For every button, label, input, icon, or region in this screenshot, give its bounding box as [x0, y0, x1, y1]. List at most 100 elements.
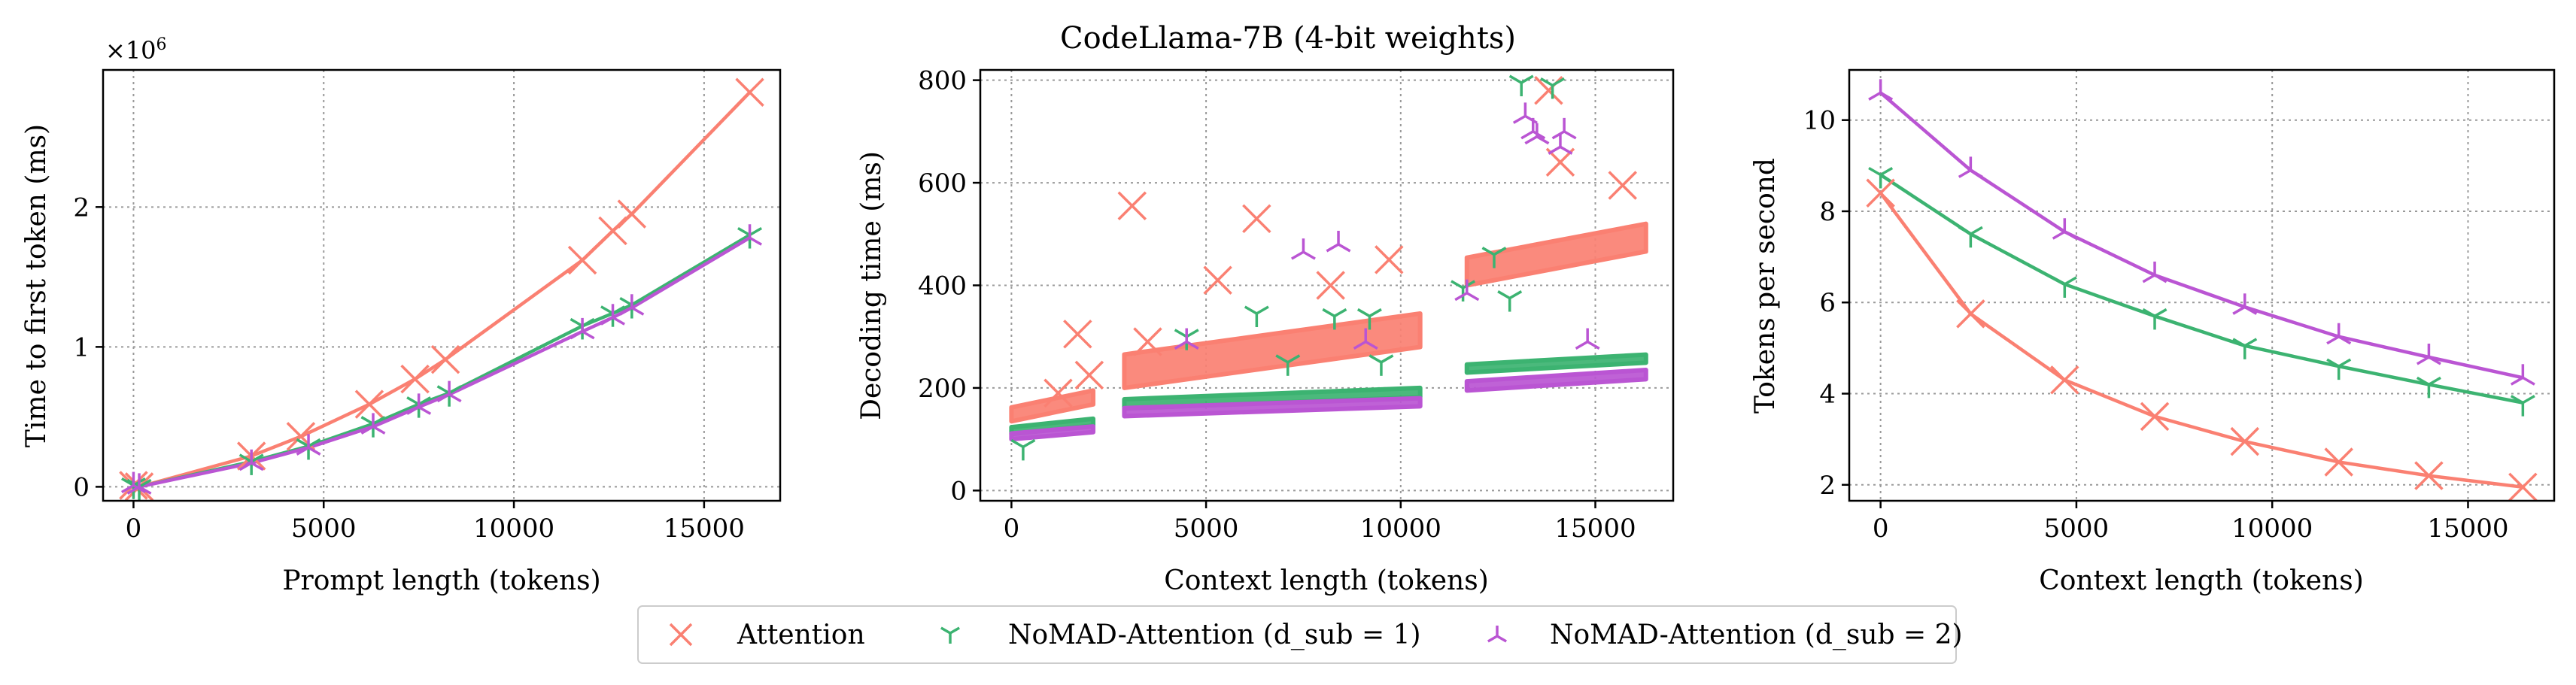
x-tick-label: 10000 [2231, 514, 2313, 544]
point-attention [2508, 472, 2538, 502]
point-attention [1063, 320, 1092, 349]
point-attention [354, 389, 384, 419]
legend-marker-nomad-dsub2 [1487, 626, 1507, 643]
point-nomad2 [1326, 230, 1351, 253]
y-tick-label: 800 [918, 66, 967, 96]
figure-title: CodeLlama-7B (4-bit weights) [1060, 21, 1516, 56]
y-tick-label: 1 [73, 332, 90, 362]
y-tick-label: 0 [73, 472, 90, 502]
point-nomad2 [1868, 79, 1894, 101]
band-attention [1122, 311, 1423, 390]
legend-marker-nomad-dsub1 [940, 626, 960, 644]
panel-decoding-time: 0 5000 10000 15000 0 200 400 600 800 Context len… [856, 66, 1675, 596]
grid [1849, 70, 2554, 501]
band-nomad2 [1464, 368, 1648, 393]
legend-marker-shape [669, 623, 693, 647]
y-tick-label: 2 [1819, 471, 1836, 501]
point-nomad2 [406, 393, 432, 415]
legend-label-attention: Attention [737, 620, 865, 650]
point-nomad1 [1868, 166, 1894, 189]
series-markers [1010, 74, 1637, 461]
point-nomad2 [2416, 344, 2441, 365]
panel-tokens-per-second: 0 5000 10000 15000 2 4 6 8 10 Context length (to… [1750, 68, 2556, 596]
x-tick-label: 15000 [664, 514, 745, 544]
point-attention [400, 364, 430, 394]
point-nomad2 [2052, 218, 2077, 240]
point-attention [1956, 299, 1985, 329]
point-nomad2 [1512, 102, 1538, 124]
point-nomad1 [1275, 354, 1301, 376]
x-axis-label: Context length (tokens) [1164, 565, 1489, 596]
y-tick-label: 6 [1819, 288, 1836, 318]
band-attention [1464, 221, 1648, 288]
point-attention [430, 344, 460, 374]
grid [103, 70, 780, 501]
point-nomad1 [1322, 308, 1347, 330]
series-lines [132, 91, 752, 489]
x-tick-label: 10000 [1360, 514, 1441, 544]
point-attention [1133, 327, 1162, 356]
point-attention [1375, 245, 1404, 274]
point-attention [598, 216, 627, 246]
ticks: 0 5000 10000 15000 0 1 2 [73, 192, 745, 544]
panel-time-to-first-token: 0 5000 10000 15000 0 1 2 Prompt length (tokens… [21, 35, 782, 596]
y-tick-label: 2 [73, 192, 90, 223]
band-nomad2 [1009, 424, 1096, 442]
point-nomad2 [619, 294, 645, 316]
point-attention [2050, 365, 2079, 395]
y-tick-label: 600 [918, 168, 967, 199]
y-tick-label: 200 [918, 374, 967, 404]
series-line-attention [1879, 192, 2523, 490]
point-attention [617, 199, 647, 229]
legend-marker-shape [940, 626, 960, 644]
point-nomad1 [2052, 276, 2077, 298]
point-attention [2324, 447, 2353, 477]
point-attention [1608, 171, 1637, 200]
point-nomad2 [1524, 123, 1550, 145]
point-nomad1 [1451, 280, 1476, 302]
series-lines [1879, 91, 2523, 490]
point-attention [567, 245, 597, 275]
point-nomad2 [1551, 117, 1577, 140]
point-nomad2 [1174, 328, 1199, 350]
point-nomad2 [1548, 133, 1573, 155]
point-nomad1 [1540, 77, 1566, 99]
x-axis-label: Context length (tokens) [2039, 565, 2364, 596]
point-attention [1242, 204, 1271, 234]
x-tick-label: 5000 [291, 514, 357, 544]
point-nomad2 [360, 413, 386, 435]
point-nomad2 [737, 224, 763, 246]
point-nomad2 [2142, 261, 2167, 283]
point-nomad2 [1290, 238, 1316, 260]
band-nomad2 [1122, 396, 1423, 419]
plot-frame [1848, 68, 2556, 502]
point-attention [1316, 271, 1345, 300]
series-markers [1866, 79, 2538, 502]
legend-marker-attention [669, 623, 693, 647]
y-axis-label: Time to first token (ms) [21, 124, 52, 447]
legend-label-nomad-dsub2: NoMAD-Attention (d_sub = 2) [1550, 620, 1963, 650]
point-nomad1 [1497, 290, 1523, 312]
series-line-nomad2 [1879, 91, 2523, 380]
point-nomad1 [1244, 305, 1269, 328]
point-attention [1203, 265, 1232, 295]
legend: Attention NoMAD-Attention (d_sub = 1) No… [637, 605, 1963, 664]
y-tick-label: 10 [1803, 106, 1836, 136]
point-nomad1 [2142, 308, 2167, 330]
y-multiplier-label: ×106 [105, 35, 167, 65]
y-tick-label: 400 [918, 271, 967, 302]
plot-frame [102, 68, 782, 502]
x-tick-label: 0 [1004, 514, 1020, 544]
point-nomad1 [1010, 438, 1036, 461]
y-axis-label: Tokens per second [1750, 158, 1781, 414]
point-nomad1 [2416, 376, 2441, 399]
legend-frame [637, 605, 1957, 664]
data-bands [1009, 221, 1648, 442]
point-attention [1043, 378, 1073, 408]
point-nomad2 [2510, 364, 2535, 386]
legend-marker-shape [1487, 626, 1507, 643]
point-nomad2 [296, 434, 321, 456]
point-nomad2 [120, 471, 146, 494]
y-tick-label: 0 [950, 476, 967, 506]
